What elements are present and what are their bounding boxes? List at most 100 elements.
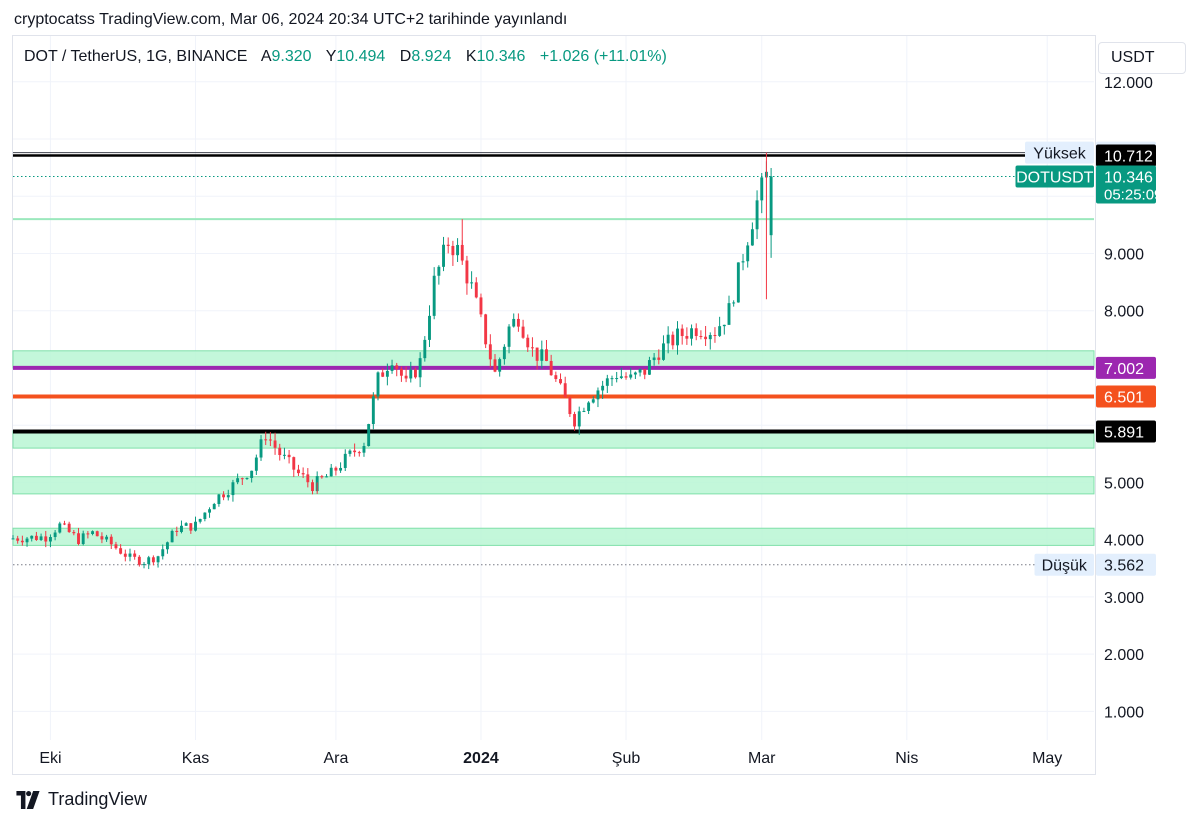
candle-body <box>432 275 436 316</box>
brand-name: TradingView <box>48 789 148 809</box>
candle-body <box>718 326 722 336</box>
support-line-label-box <box>1096 420 1156 443</box>
candle-body <box>418 358 422 378</box>
candle-body <box>699 336 703 338</box>
candle-body <box>451 245 455 256</box>
black-line-label-value: 10.712 <box>1104 149 1153 166</box>
candle-body <box>273 440 277 448</box>
candle-body <box>339 467 343 471</box>
x-tick-label: Şub <box>612 750 641 767</box>
candle-body <box>362 446 366 453</box>
candle-body <box>484 314 488 345</box>
candle-body <box>208 509 211 513</box>
candle-body <box>44 536 48 542</box>
candle-body <box>189 523 193 531</box>
candle-body <box>119 548 123 554</box>
black-line-label-box <box>1096 144 1156 167</box>
candle-body <box>334 467 338 471</box>
candle-body <box>306 474 310 483</box>
x-tick-label: Ara <box>323 750 348 767</box>
candle-body <box>268 439 272 441</box>
candle-body <box>446 244 450 246</box>
candle-body <box>325 476 328 478</box>
tradingview-logo-icon <box>16 790 40 809</box>
candle-body <box>456 244 460 256</box>
legend-symbol[interactable]: DOT / TetherUS, 1G, BINANCE <box>24 48 248 65</box>
candle-body <box>685 336 689 339</box>
legend-high-value: 10.494 <box>336 48 386 65</box>
y-tick-label: 12.000 <box>1104 75 1153 92</box>
candle-body <box>297 469 300 474</box>
currency-button[interactable]: USDT <box>1098 42 1186 74</box>
candle-body <box>498 359 502 372</box>
candle-body <box>48 537 52 542</box>
purple-line-label-box <box>1096 356 1156 379</box>
candle-body <box>591 399 595 403</box>
candle-body <box>629 374 633 378</box>
candle-body <box>175 530 179 532</box>
candle-body <box>704 336 708 340</box>
candle-body <box>34 535 38 541</box>
candle-body <box>95 531 99 537</box>
candle-body <box>619 376 623 379</box>
candle-body <box>353 450 357 453</box>
candle-body <box>311 482 314 492</box>
candle-body <box>652 357 656 361</box>
x-tick-label: Kas <box>182 750 210 767</box>
candle-body <box>633 372 637 375</box>
candle-body <box>488 344 492 360</box>
high-label-tag: Yüksek <box>1033 146 1086 163</box>
current-price-label-tag-box <box>1015 165 1094 188</box>
candle-body <box>63 523 66 525</box>
candle-body <box>662 343 665 360</box>
candle-body <box>348 450 352 454</box>
candle-body <box>474 282 478 298</box>
candle-body <box>647 360 651 375</box>
candle-body <box>545 349 548 361</box>
candle-body <box>605 378 609 386</box>
candle-body <box>250 470 254 478</box>
candle-body <box>367 424 371 447</box>
last-candle-body[interactable] <box>769 176 773 236</box>
candle-body <box>301 473 305 475</box>
candle-body <box>610 378 614 380</box>
candle-body <box>254 457 258 471</box>
candle-body <box>212 504 216 510</box>
candle-body <box>343 453 347 468</box>
candle-body <box>39 536 43 541</box>
support-zone <box>12 350 1095 369</box>
support-zone <box>12 430 1095 449</box>
candle-body <box>137 556 141 565</box>
legend-close-value: 10.346 <box>476 48 526 65</box>
candle-body <box>259 439 263 458</box>
brand-footer[interactable]: TradingView <box>14 789 147 810</box>
support-zone <box>12 476 1095 495</box>
candle-body <box>657 357 661 360</box>
candle-body <box>559 379 562 384</box>
candle-body <box>180 525 183 532</box>
candle-body <box>727 303 731 325</box>
candle-body <box>240 478 244 480</box>
low-label-value: 3.562 <box>1104 558 1144 575</box>
low-label-tag-box <box>1034 553 1094 576</box>
candle-body <box>624 376 628 378</box>
low-label-tag: Düşük <box>1042 558 1088 575</box>
support-line-label-value: 5.891 <box>1104 424 1144 441</box>
x-tick-label: Nis <box>895 750 918 767</box>
y-tick-label: 5.000 <box>1104 475 1144 492</box>
candle-body <box>105 536 109 540</box>
candle-body <box>371 396 375 425</box>
candle-body <box>741 261 745 263</box>
y-tick-label: 4.000 <box>1104 533 1144 550</box>
candle-body <box>470 282 474 284</box>
candle-body <box>203 512 207 519</box>
candle-body <box>194 521 197 531</box>
x-tick-label: 2024 <box>463 750 499 767</box>
candle-body <box>236 478 240 483</box>
candle-body <box>67 523 71 533</box>
candle-body <box>133 553 137 557</box>
legend-low-label: D <box>399 48 412 65</box>
x-tick-label: Eki <box>39 750 61 767</box>
candle-body <box>465 260 469 284</box>
